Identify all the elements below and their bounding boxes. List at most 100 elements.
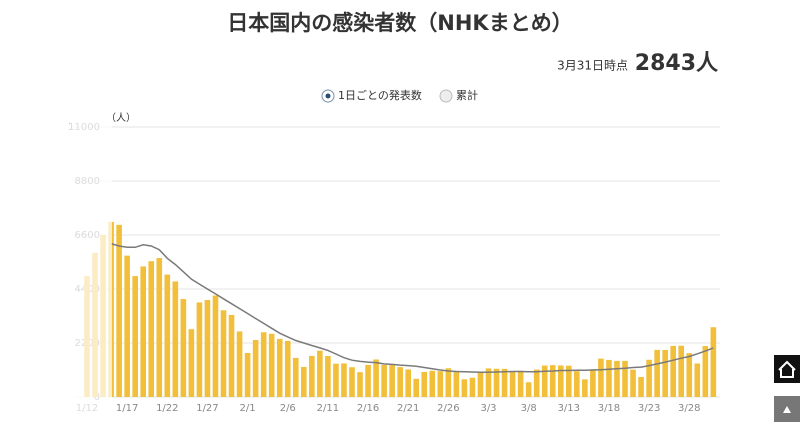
bar xyxy=(702,346,709,397)
bar xyxy=(461,379,468,397)
bar xyxy=(525,382,532,397)
bar xyxy=(453,371,460,397)
bar xyxy=(405,369,411,397)
home-button[interactable] xyxy=(774,355,800,383)
bar xyxy=(236,331,243,397)
radio-label[interactable]: 1日ごとの発表数 xyxy=(338,88,422,102)
bar xyxy=(477,371,484,397)
bar xyxy=(301,366,307,397)
average-line xyxy=(110,242,714,373)
bar xyxy=(357,372,363,397)
bar xyxy=(533,369,540,397)
x-tick-label: 3/8 xyxy=(521,403,537,414)
bar xyxy=(630,369,636,397)
bar xyxy=(622,360,628,397)
x-tick-label: 3/18 xyxy=(598,403,620,414)
x-tick-label: 2/1 xyxy=(240,403,256,414)
bar xyxy=(317,350,323,397)
bar xyxy=(566,365,572,397)
bar xyxy=(590,369,596,397)
bar xyxy=(260,332,267,397)
bar xyxy=(204,300,211,397)
bar xyxy=(509,371,516,397)
bar xyxy=(686,353,693,397)
bar xyxy=(172,281,179,397)
bar xyxy=(678,345,685,397)
as-of: 3月31日時点 xyxy=(557,59,628,73)
x-tick-label: 2/11 xyxy=(317,403,339,414)
x-tick-label: 1/22 xyxy=(156,403,178,414)
bar xyxy=(268,333,275,397)
bar xyxy=(574,371,580,397)
bar xyxy=(638,376,644,397)
bar xyxy=(694,363,701,397)
bar xyxy=(188,329,195,397)
bar xyxy=(196,302,203,397)
bar xyxy=(373,359,379,397)
fade-overlay xyxy=(70,118,112,418)
x-tick-label: 3/3 xyxy=(480,403,496,414)
bar xyxy=(212,295,219,397)
bar xyxy=(365,364,371,397)
bar xyxy=(116,224,122,397)
bar xyxy=(252,339,259,397)
bar xyxy=(646,359,652,397)
bar xyxy=(557,365,564,397)
bar xyxy=(662,349,668,397)
bar xyxy=(421,371,428,397)
x-tick-label: 1/27 xyxy=(196,403,218,414)
bar xyxy=(429,370,436,397)
bar xyxy=(469,377,476,397)
total: 2843人 xyxy=(635,51,718,76)
up-icon xyxy=(783,406,791,413)
bar xyxy=(710,327,717,397)
bar xyxy=(325,356,331,397)
bar xyxy=(437,371,444,397)
bar xyxy=(156,258,163,397)
bar xyxy=(132,276,138,397)
plot: 02200440066008800110001/121/171/221/272/… xyxy=(68,118,720,418)
bar xyxy=(541,365,548,397)
radio-dot xyxy=(325,93,331,99)
bar xyxy=(549,365,556,397)
bar xyxy=(309,355,315,397)
bar xyxy=(413,378,420,397)
bar xyxy=(228,314,235,397)
x-tick-label: 2/21 xyxy=(397,403,419,414)
bar xyxy=(445,368,452,397)
bar xyxy=(124,255,130,397)
bar xyxy=(180,299,187,397)
bar xyxy=(341,363,347,397)
x-tick-label: 2/26 xyxy=(437,403,459,414)
bar xyxy=(381,364,387,397)
bar xyxy=(582,379,588,397)
bar xyxy=(493,368,500,397)
bar xyxy=(598,358,604,397)
bar xyxy=(349,367,355,397)
x-tick-label: 3/13 xyxy=(558,403,580,414)
bar xyxy=(606,359,612,397)
bar xyxy=(614,360,620,397)
bar xyxy=(333,363,339,397)
bar xyxy=(276,338,283,397)
x-tick-label: 2/6 xyxy=(280,403,296,414)
bar xyxy=(654,349,660,397)
bar xyxy=(220,310,227,397)
bar xyxy=(244,353,251,397)
bar xyxy=(397,367,403,397)
bar xyxy=(284,340,291,397)
bar xyxy=(501,368,508,397)
x-tick-label: 3/23 xyxy=(638,403,660,414)
bar xyxy=(164,274,171,397)
x-tick-label: 1/17 xyxy=(116,403,138,414)
x-tick-label: 2/16 xyxy=(357,403,379,414)
radio[interactable] xyxy=(439,89,453,103)
home-icon xyxy=(778,360,796,378)
chart-title: 日本国内の感染者数（NHKまとめ） xyxy=(227,11,572,35)
bar xyxy=(670,345,676,397)
bar xyxy=(389,365,395,397)
bar xyxy=(140,266,147,397)
radio-label[interactable]: 累計 xyxy=(456,88,478,102)
